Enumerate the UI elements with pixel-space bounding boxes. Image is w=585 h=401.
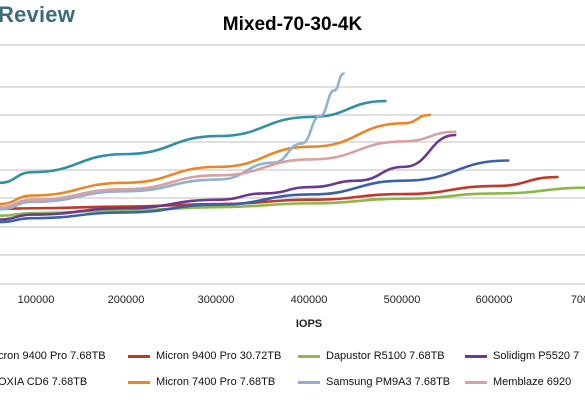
series-lines xyxy=(0,72,585,224)
x-axis-ticks: 100000 200000 300000 400000 500000 600000 700 xyxy=(18,294,585,306)
legend-swatch xyxy=(298,380,320,384)
chart-title: Mixed-70-30-4K xyxy=(222,14,363,35)
legend-label: OXIA CD6 7.68TB xyxy=(0,376,88,388)
x-tick-label: 400000 xyxy=(291,294,328,306)
legend-label: Memblaze 6920 xyxy=(493,376,572,388)
legend-row: OXIA CD6 7.68TB Micron 7400 Pro 7.68TB Sam… xyxy=(0,376,585,392)
legend-label: Solidigm P5520 7 xyxy=(493,350,580,362)
legend-entry: OXIA CD6 7.68TB xyxy=(0,376,87,388)
legend-label: Samsung PM9A3 7.68TB xyxy=(326,376,451,388)
legend-swatch xyxy=(465,354,487,358)
series-line-8 xyxy=(0,159,510,224)
legend-entry: cron 9400 Pro 7.68TB xyxy=(0,350,106,362)
x-tick-label: 500000 xyxy=(384,294,421,306)
legend-label: Micron 7400 Pro 7.68TB xyxy=(156,376,276,388)
legend-swatch xyxy=(128,380,150,384)
brand-logo-text: Review xyxy=(0,2,76,27)
legend-entry: Micron 9400 Pro 30.72TB xyxy=(128,350,281,362)
series-line-5 xyxy=(0,113,432,206)
legend-label: cron 9400 Pro 7.68TB xyxy=(0,350,106,362)
legend-entry: Samsung PM9A3 7.68TB xyxy=(298,376,450,388)
x-tick-label: 200000 xyxy=(108,294,145,306)
legend-label: Dapustor R5100 7.68TB xyxy=(326,350,445,362)
legend-entry: Micron 7400 Pro 7.68TB xyxy=(128,376,275,388)
x-tick-label: 300000 xyxy=(198,294,235,306)
x-tick-label: 100000 xyxy=(18,294,55,306)
legend-swatch xyxy=(128,354,150,358)
legend-entry: Memblaze 6920 xyxy=(465,376,571,388)
grid-lines xyxy=(0,44,585,285)
legend-entry: Dapustor R5100 7.68TB xyxy=(298,350,445,362)
series-line-6 xyxy=(0,72,345,211)
legend-entry: Solidigm P5520 7 xyxy=(465,350,579,362)
series-line-7 xyxy=(0,130,457,209)
x-tick-label: 700 xyxy=(571,294,585,306)
x-axis-label: IOPS xyxy=(296,318,322,330)
series-line-1 xyxy=(0,175,559,211)
x-tick-label: 600000 xyxy=(476,294,513,306)
series-line-3 xyxy=(0,133,457,221)
legend-row: cron 9400 Pro 7.68TB Micron 9400 Pro 30.7… xyxy=(0,350,585,366)
legend-label: Micron 9400 Pro 30.72TB xyxy=(156,350,282,362)
legend-swatch xyxy=(298,354,320,358)
legend-swatch xyxy=(465,380,487,384)
